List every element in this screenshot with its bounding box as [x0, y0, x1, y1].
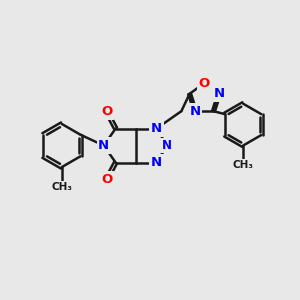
Text: CH₃: CH₃ [51, 182, 72, 192]
Text: N: N [98, 139, 109, 152]
Text: O: O [199, 76, 210, 90]
Text: O: O [101, 173, 112, 186]
Text: N: N [151, 156, 162, 169]
Text: N: N [190, 105, 201, 118]
Text: N: N [151, 122, 162, 135]
Text: CH₃: CH₃ [233, 160, 254, 170]
Text: N: N [162, 139, 172, 152]
Text: N: N [214, 87, 225, 100]
Text: O: O [101, 105, 112, 118]
